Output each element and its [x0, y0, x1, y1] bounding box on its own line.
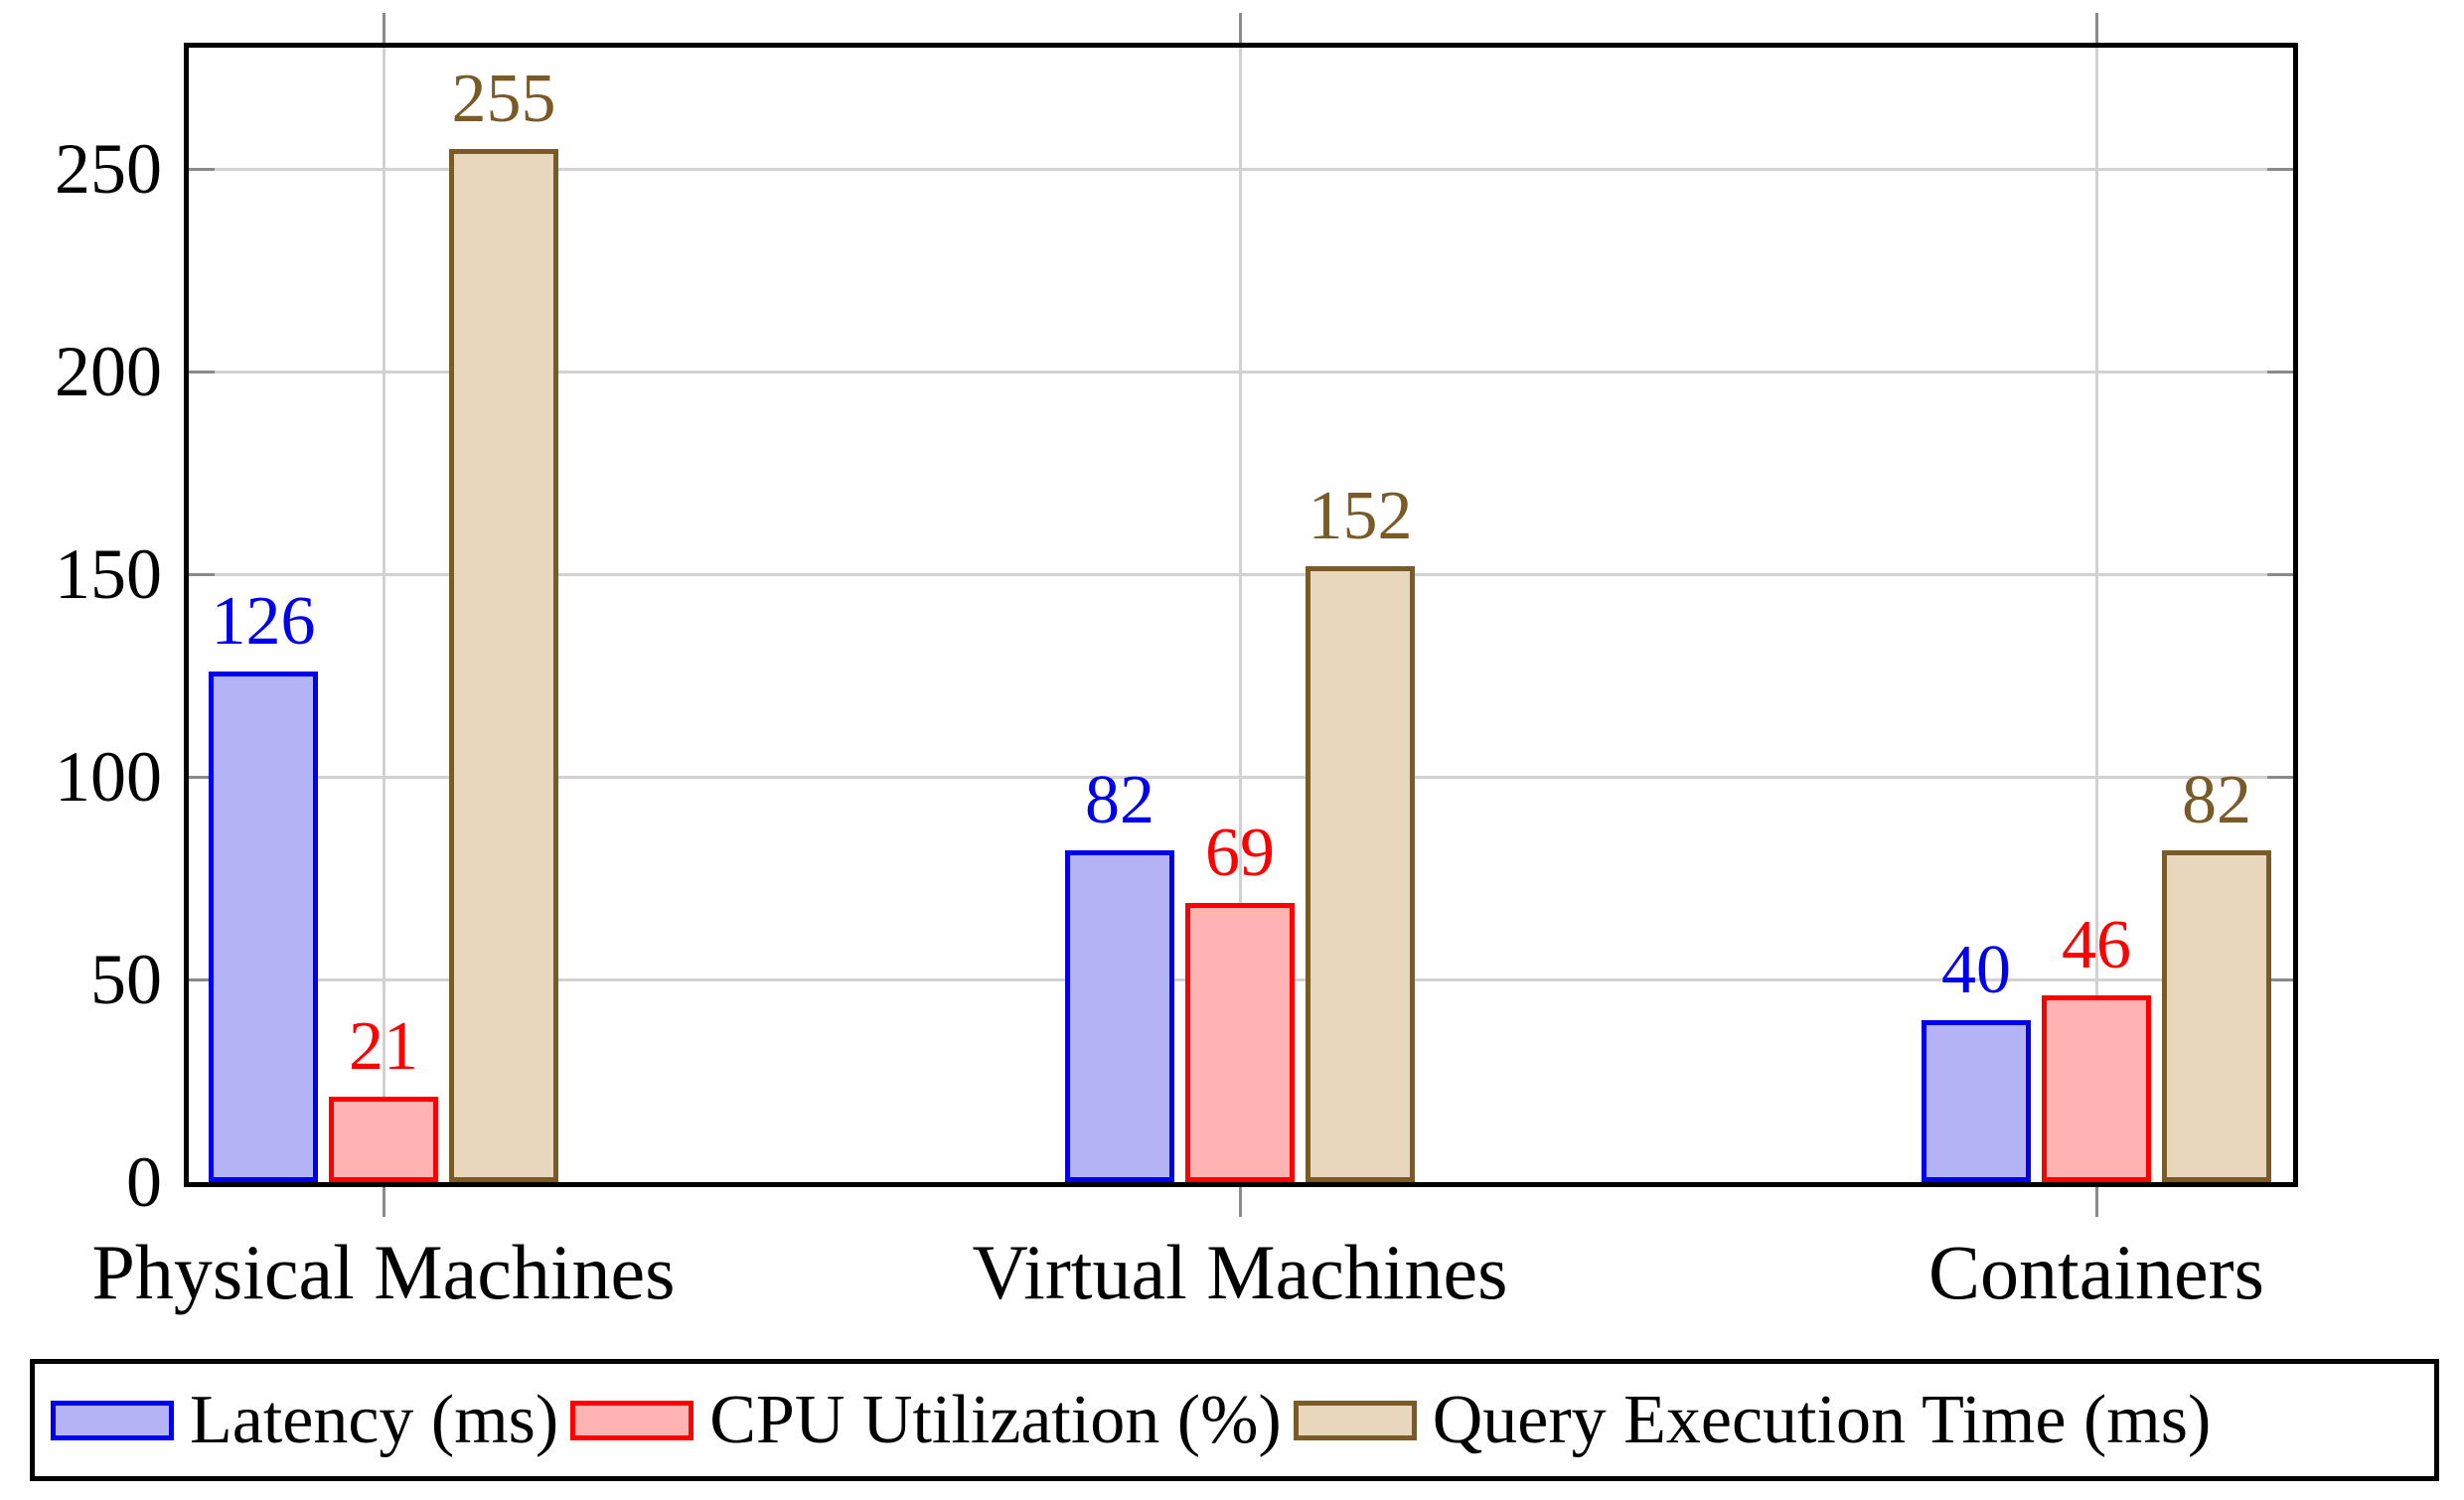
bar-latency-ms-1 [1065, 850, 1174, 1182]
y-axis-tick-label-250: 250 [55, 129, 162, 210]
legend-label-latency: Latency (ms) [190, 1381, 559, 1458]
bar-query-execution-time-ms-2 [2162, 850, 2271, 1182]
category-label-containers: Containers [1928, 1229, 2264, 1315]
legend-item-latency: Latency (ms) [51, 1381, 570, 1458]
gridline-vertical-1 [1238, 48, 1242, 1182]
x-tick-bottom-1 [1238, 1187, 1242, 1217]
y-tick-left-200 [189, 370, 215, 374]
bar-value-label-2-2: 82 [2182, 762, 2251, 838]
legend-item-cpu-utilization: CPU Utilization (%) [570, 1381, 1293, 1458]
bar-value-label-2-1: 46 [2062, 907, 2131, 983]
gridline-vertical-2 [2094, 48, 2098, 1182]
legend-item-query-execution-time: Query Execution Time (ms) [1293, 1381, 2224, 1458]
plot-area: 126 21 255 82 69 152 40 46 82 [184, 13, 2298, 1217]
x-tick-top-2 [2094, 13, 2098, 43]
y-axis-tick-label-50: 50 [90, 940, 162, 1020]
bar-latency-ms-0 [209, 672, 318, 1182]
y-tick-right-100 [2267, 775, 2293, 779]
legend: Latency (ms) CPU Utilization (%) Query E… [30, 1359, 2439, 1481]
gridline-vertical-0 [382, 48, 385, 1182]
x-tick-top-1 [1238, 13, 1242, 43]
legend-swatch-query-execution-time [1293, 1400, 1417, 1440]
y-tick-right-250 [2267, 167, 2293, 171]
bar-value-label-1-0: 82 [1085, 762, 1155, 838]
legend-swatch-cpu-utilization [570, 1400, 694, 1440]
y-axis-tick-label-200: 200 [55, 332, 162, 412]
bar-value-label-1-2: 152 [1308, 478, 1413, 554]
bar-cpu-utilization-2 [2042, 995, 2151, 1182]
bar-latency-ms-2 [1922, 1020, 2031, 1182]
bar-value-label-0-0: 126 [211, 583, 316, 660]
y-axis-tick-label-150: 150 [55, 534, 162, 615]
bar-query-execution-time-ms-0 [449, 149, 558, 1182]
x-tick-bottom-0 [382, 1187, 385, 1217]
category-label-physical-machines: Physical Machines [91, 1229, 676, 1315]
bar-value-label-2-0: 40 [1941, 932, 2011, 1008]
y-tick-right-150 [2267, 572, 2293, 576]
bar-cpu-utilization-1 [1185, 903, 1295, 1182]
x-tick-top-0 [382, 13, 385, 43]
bar-value-label-1-1: 69 [1205, 815, 1275, 891]
x-tick-bottom-2 [2094, 1187, 2098, 1217]
bar-value-label-0-2: 255 [451, 61, 556, 137]
category-label-virtual-machines: Virtual Machines [972, 1229, 1508, 1315]
legend-label-query-execution-time: Query Execution Time (ms) [1432, 1381, 2212, 1458]
y-tick-left-50 [189, 977, 215, 981]
bar-value-label-0-1: 21 [349, 1008, 418, 1085]
y-tick-right-50 [2267, 977, 2293, 981]
bar-cpu-utilization-0 [329, 1097, 438, 1182]
y-axis-tick-label-100: 100 [55, 737, 162, 818]
y-axis-tick-label-0: 0 [126, 1142, 162, 1222]
legend-swatch-latency [51, 1400, 174, 1440]
legend-label-cpu-utilization: CPU Utilization (%) [709, 1381, 1282, 1458]
y-tick-left-250 [189, 167, 215, 171]
y-tick-left-100 [189, 775, 215, 779]
y-tick-right-200 [2267, 370, 2293, 374]
bar-query-execution-time-ms-1 [1306, 566, 1415, 1182]
y-tick-left-150 [189, 572, 215, 576]
